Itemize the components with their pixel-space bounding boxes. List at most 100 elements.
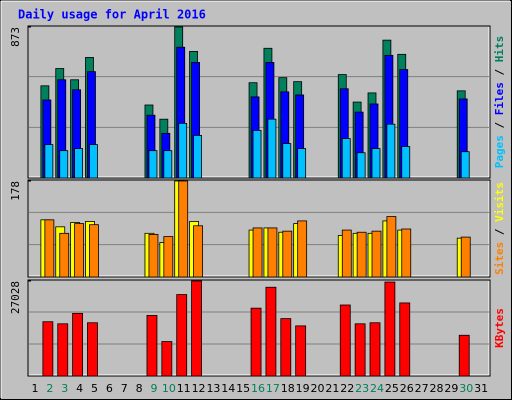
x-tick-label: 19	[296, 382, 310, 395]
bar	[44, 219, 55, 278]
x-tick-label: 6	[106, 382, 113, 395]
y-tick-label: 27028	[9, 281, 22, 314]
bar	[341, 138, 351, 179]
x-tick-label: 7	[121, 382, 128, 395]
x-tick-label: 20	[311, 382, 325, 395]
bar	[89, 144, 98, 179]
x-tick-label: 22	[340, 382, 354, 395]
bar	[297, 220, 308, 278]
bar	[163, 236, 174, 278]
x-tick-label: 25	[385, 382, 399, 395]
legend-separator: /	[493, 228, 506, 235]
x-tick-label: 11	[177, 382, 191, 395]
bar	[282, 230, 293, 278]
bar	[57, 323, 69, 377]
bar	[44, 144, 54, 179]
legend-entry: Files	[493, 82, 506, 115]
legend: Sites / Visits	[493, 182, 506, 275]
x-tick-label: 28	[429, 382, 443, 395]
bar	[191, 280, 202, 377]
bar	[401, 146, 411, 179]
bar	[295, 325, 307, 377]
bar	[458, 334, 470, 377]
legend: KBytes	[493, 308, 506, 348]
bar	[89, 224, 99, 278]
bar	[87, 322, 98, 377]
bar	[371, 230, 382, 278]
legend-entry: Sites	[493, 242, 506, 275]
bar	[252, 130, 262, 179]
bar	[193, 135, 202, 179]
x-tick-label: 27	[415, 382, 429, 395]
bar	[148, 233, 159, 278]
legend-separator: /	[493, 69, 506, 76]
x-tick-label: 1	[32, 382, 39, 395]
x-tick-label: 21	[325, 382, 339, 395]
bar	[178, 122, 188, 179]
bar	[354, 323, 366, 377]
bar	[460, 151, 470, 179]
y-tick-label: 873	[9, 27, 22, 47]
legend: Pages / Files / Hits	[493, 36, 506, 169]
bar	[265, 286, 277, 377]
bar	[386, 216, 397, 278]
x-tick-label: 9	[150, 382, 157, 395]
bar	[267, 227, 278, 278]
bar	[341, 229, 352, 278]
x-tick-label: 5	[91, 382, 98, 395]
x-tick-label: 26	[400, 382, 414, 395]
x-tick-label: 13	[206, 382, 220, 395]
bar	[371, 148, 381, 179]
bar	[148, 150, 158, 179]
bar	[297, 148, 307, 179]
legend-entry: KBytes	[493, 308, 506, 348]
bar	[386, 123, 396, 179]
bar	[178, 180, 189, 278]
x-tick-label: 3	[61, 382, 68, 395]
x-tick-label: 18	[281, 382, 295, 395]
bar	[384, 281, 396, 377]
bar	[401, 228, 412, 278]
x-tick-label: 2	[46, 382, 53, 395]
bar	[369, 322, 381, 377]
bar	[146, 315, 158, 377]
bar	[161, 341, 173, 377]
x-tick-label: 16	[251, 382, 265, 395]
x-tick-label: 10	[162, 382, 176, 395]
x-tick-label: 4	[76, 382, 83, 395]
chart-title: Daily usage for April 2016	[18, 8, 206, 22]
legend-entry: Pages	[493, 135, 506, 168]
bar	[42, 321, 54, 377]
x-tick-label: 15	[236, 382, 250, 395]
x-tick-label: 8	[136, 382, 143, 395]
bar	[252, 227, 263, 278]
bar	[282, 143, 292, 179]
x-tick-label: 30	[459, 382, 473, 395]
bar	[176, 294, 188, 377]
x-tick-label: 29	[444, 382, 458, 395]
x-tick-label: 17	[266, 382, 280, 395]
bar	[356, 152, 366, 179]
bar	[267, 118, 277, 179]
bar	[163, 150, 173, 179]
x-tick-label: 24	[370, 382, 384, 395]
x-tick-label: 23	[355, 382, 369, 395]
x-tick-label: 31	[474, 382, 488, 395]
bar	[72, 312, 84, 377]
legend-separator: /	[493, 122, 506, 129]
bar	[193, 225, 203, 278]
bar	[280, 318, 292, 377]
bar	[74, 148, 84, 179]
legend-entry: Visits	[493, 182, 506, 222]
y-tick-label: 178	[9, 181, 22, 201]
bar	[250, 307, 262, 377]
bar	[356, 231, 367, 278]
bar	[339, 304, 351, 377]
bar	[74, 223, 85, 278]
x-tick-label: 14	[221, 382, 235, 395]
bar	[59, 150, 69, 179]
bar	[399, 302, 411, 377]
bar	[59, 232, 70, 278]
legend-entry: Hits	[493, 36, 506, 63]
